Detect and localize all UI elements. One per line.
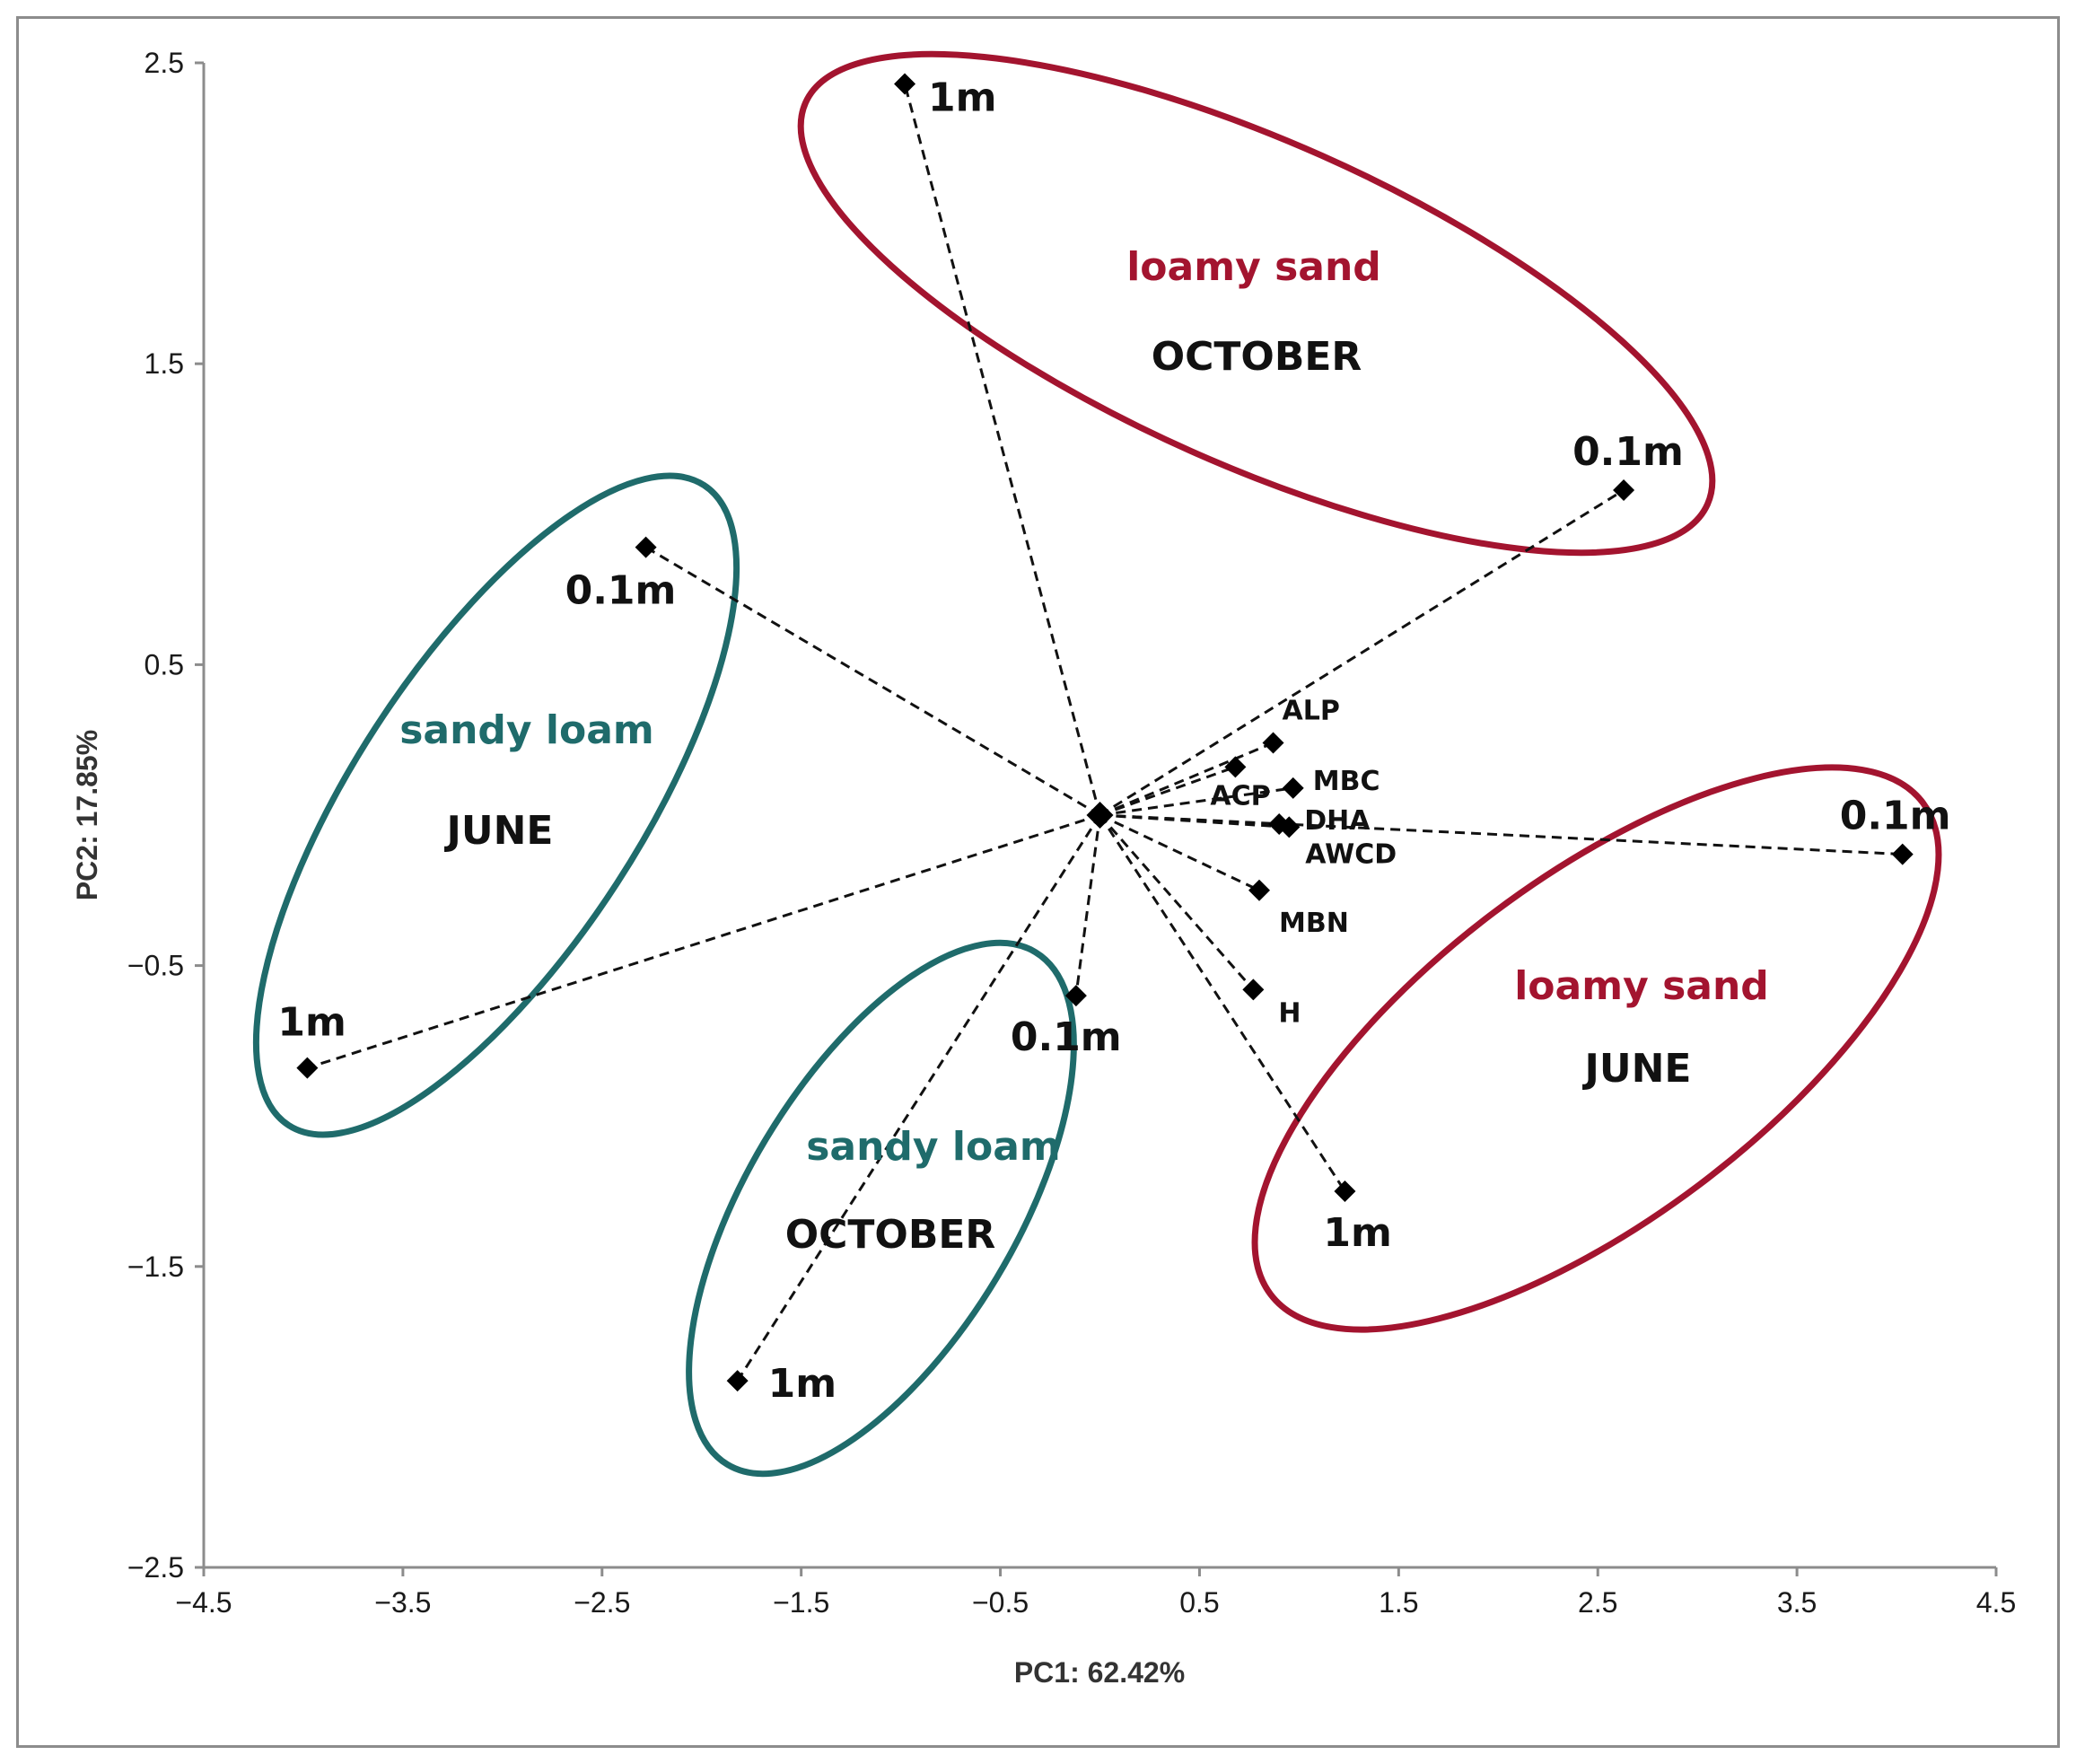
loading-ray [1099, 765, 1236, 817]
origin-marker [1086, 802, 1114, 829]
sample-point [635, 536, 657, 558]
x-tick-label: −4.5 [175, 1586, 232, 1619]
loading-ray [306, 813, 1100, 1069]
sample-point [1891, 843, 1914, 865]
loading-ray [1099, 786, 1293, 817]
sample-label: 1m [277, 1000, 346, 1046]
group-label-month-3: JUNE [1582, 1046, 1692, 1092]
group-label-soil-2: sandy loam [806, 1124, 1061, 1170]
loading-ray [1074, 814, 1101, 996]
group-label-soil-3: loamy sand [1514, 963, 1769, 1009]
group-label-month-2: OCTOBER [785, 1212, 996, 1258]
loading-ray [644, 546, 1101, 817]
variable-point [1224, 756, 1247, 778]
loading-ray [903, 83, 1101, 816]
sample-point [1064, 985, 1087, 1007]
x-tick-label: 1.5 [1379, 1586, 1418, 1619]
variable-label: MBN [1279, 908, 1349, 939]
sample-label: 1m [768, 1361, 837, 1407]
x-tick-label: 4.5 [1976, 1586, 2016, 1619]
x-tick-label: −0.5 [972, 1586, 1029, 1619]
variable-point [1262, 732, 1284, 754]
x-tick-label: −2.5 [574, 1586, 630, 1619]
loading-ray [1099, 488, 1625, 817]
loading-ray [1099, 814, 1255, 991]
group-label-month-0: OCTOBER [1152, 334, 1362, 380]
sample-point [894, 73, 916, 95]
group-ellipse-sandy-loam-june [252, 472, 740, 1138]
x-axis-title: PC1: 62.42% [1014, 1656, 1185, 1689]
group-label-soil-0: loamy sand [1126, 244, 1381, 290]
sample-label: 0.1m [1572, 429, 1684, 475]
y-tick-label: −0.5 [127, 950, 184, 982]
variable-point [1282, 777, 1304, 799]
sample-point [1334, 1180, 1356, 1202]
sample-label: 0.1m [1840, 794, 1951, 839]
y-tick-label: 0.5 [145, 648, 184, 680]
sample-label: 1m [928, 75, 996, 120]
variable-point [1242, 979, 1265, 1001]
sample-point [296, 1057, 319, 1079]
y-tick-label: 2.5 [145, 47, 184, 79]
variable-label: DHA [1304, 805, 1371, 837]
group-ellipse-loamy-sand-june [1251, 764, 1942, 1333]
y-tick-label: −2.5 [127, 1551, 184, 1584]
variable-label: MBC [1313, 766, 1380, 797]
variable-point [1248, 879, 1271, 901]
x-tick-label: 2.5 [1578, 1586, 1617, 1619]
sample-label: 0.1m [565, 568, 677, 614]
group-ellipse-loamy-sand-october [797, 50, 1716, 557]
y-axis-title: PC2: 17.85% [71, 730, 103, 900]
chart-frame [16, 16, 2060, 1748]
x-tick-label: −1.5 [773, 1586, 829, 1619]
sample-label: 0.1m [1011, 1014, 1122, 1060]
loading-ray [1099, 813, 1260, 892]
y-tick-label: −1.5 [127, 1251, 184, 1283]
x-tick-label: −3.5 [374, 1586, 431, 1619]
group-label-soil-1: sandy loam [399, 707, 654, 753]
group-ellipse-sandy-loam-october [686, 939, 1077, 1478]
variable-label: AWCD [1305, 838, 1397, 870]
sample-point [1613, 478, 1635, 501]
sample-label: 1m [1323, 1210, 1391, 1256]
variable-label: ALP [1283, 696, 1340, 727]
variable-point [1278, 816, 1301, 838]
loading-ray [1099, 813, 1290, 829]
sample-point [726, 1370, 749, 1392]
loading-ray [1099, 814, 1346, 1192]
y-tick-label: 1.5 [145, 347, 184, 380]
x-tick-label: 3.5 [1777, 1586, 1817, 1619]
group-label-month-1: JUNE [444, 808, 554, 854]
variable-label: ACP [1210, 780, 1270, 812]
variable-label: H [1278, 997, 1301, 1029]
x-tick-label: 0.5 [1179, 1586, 1219, 1619]
